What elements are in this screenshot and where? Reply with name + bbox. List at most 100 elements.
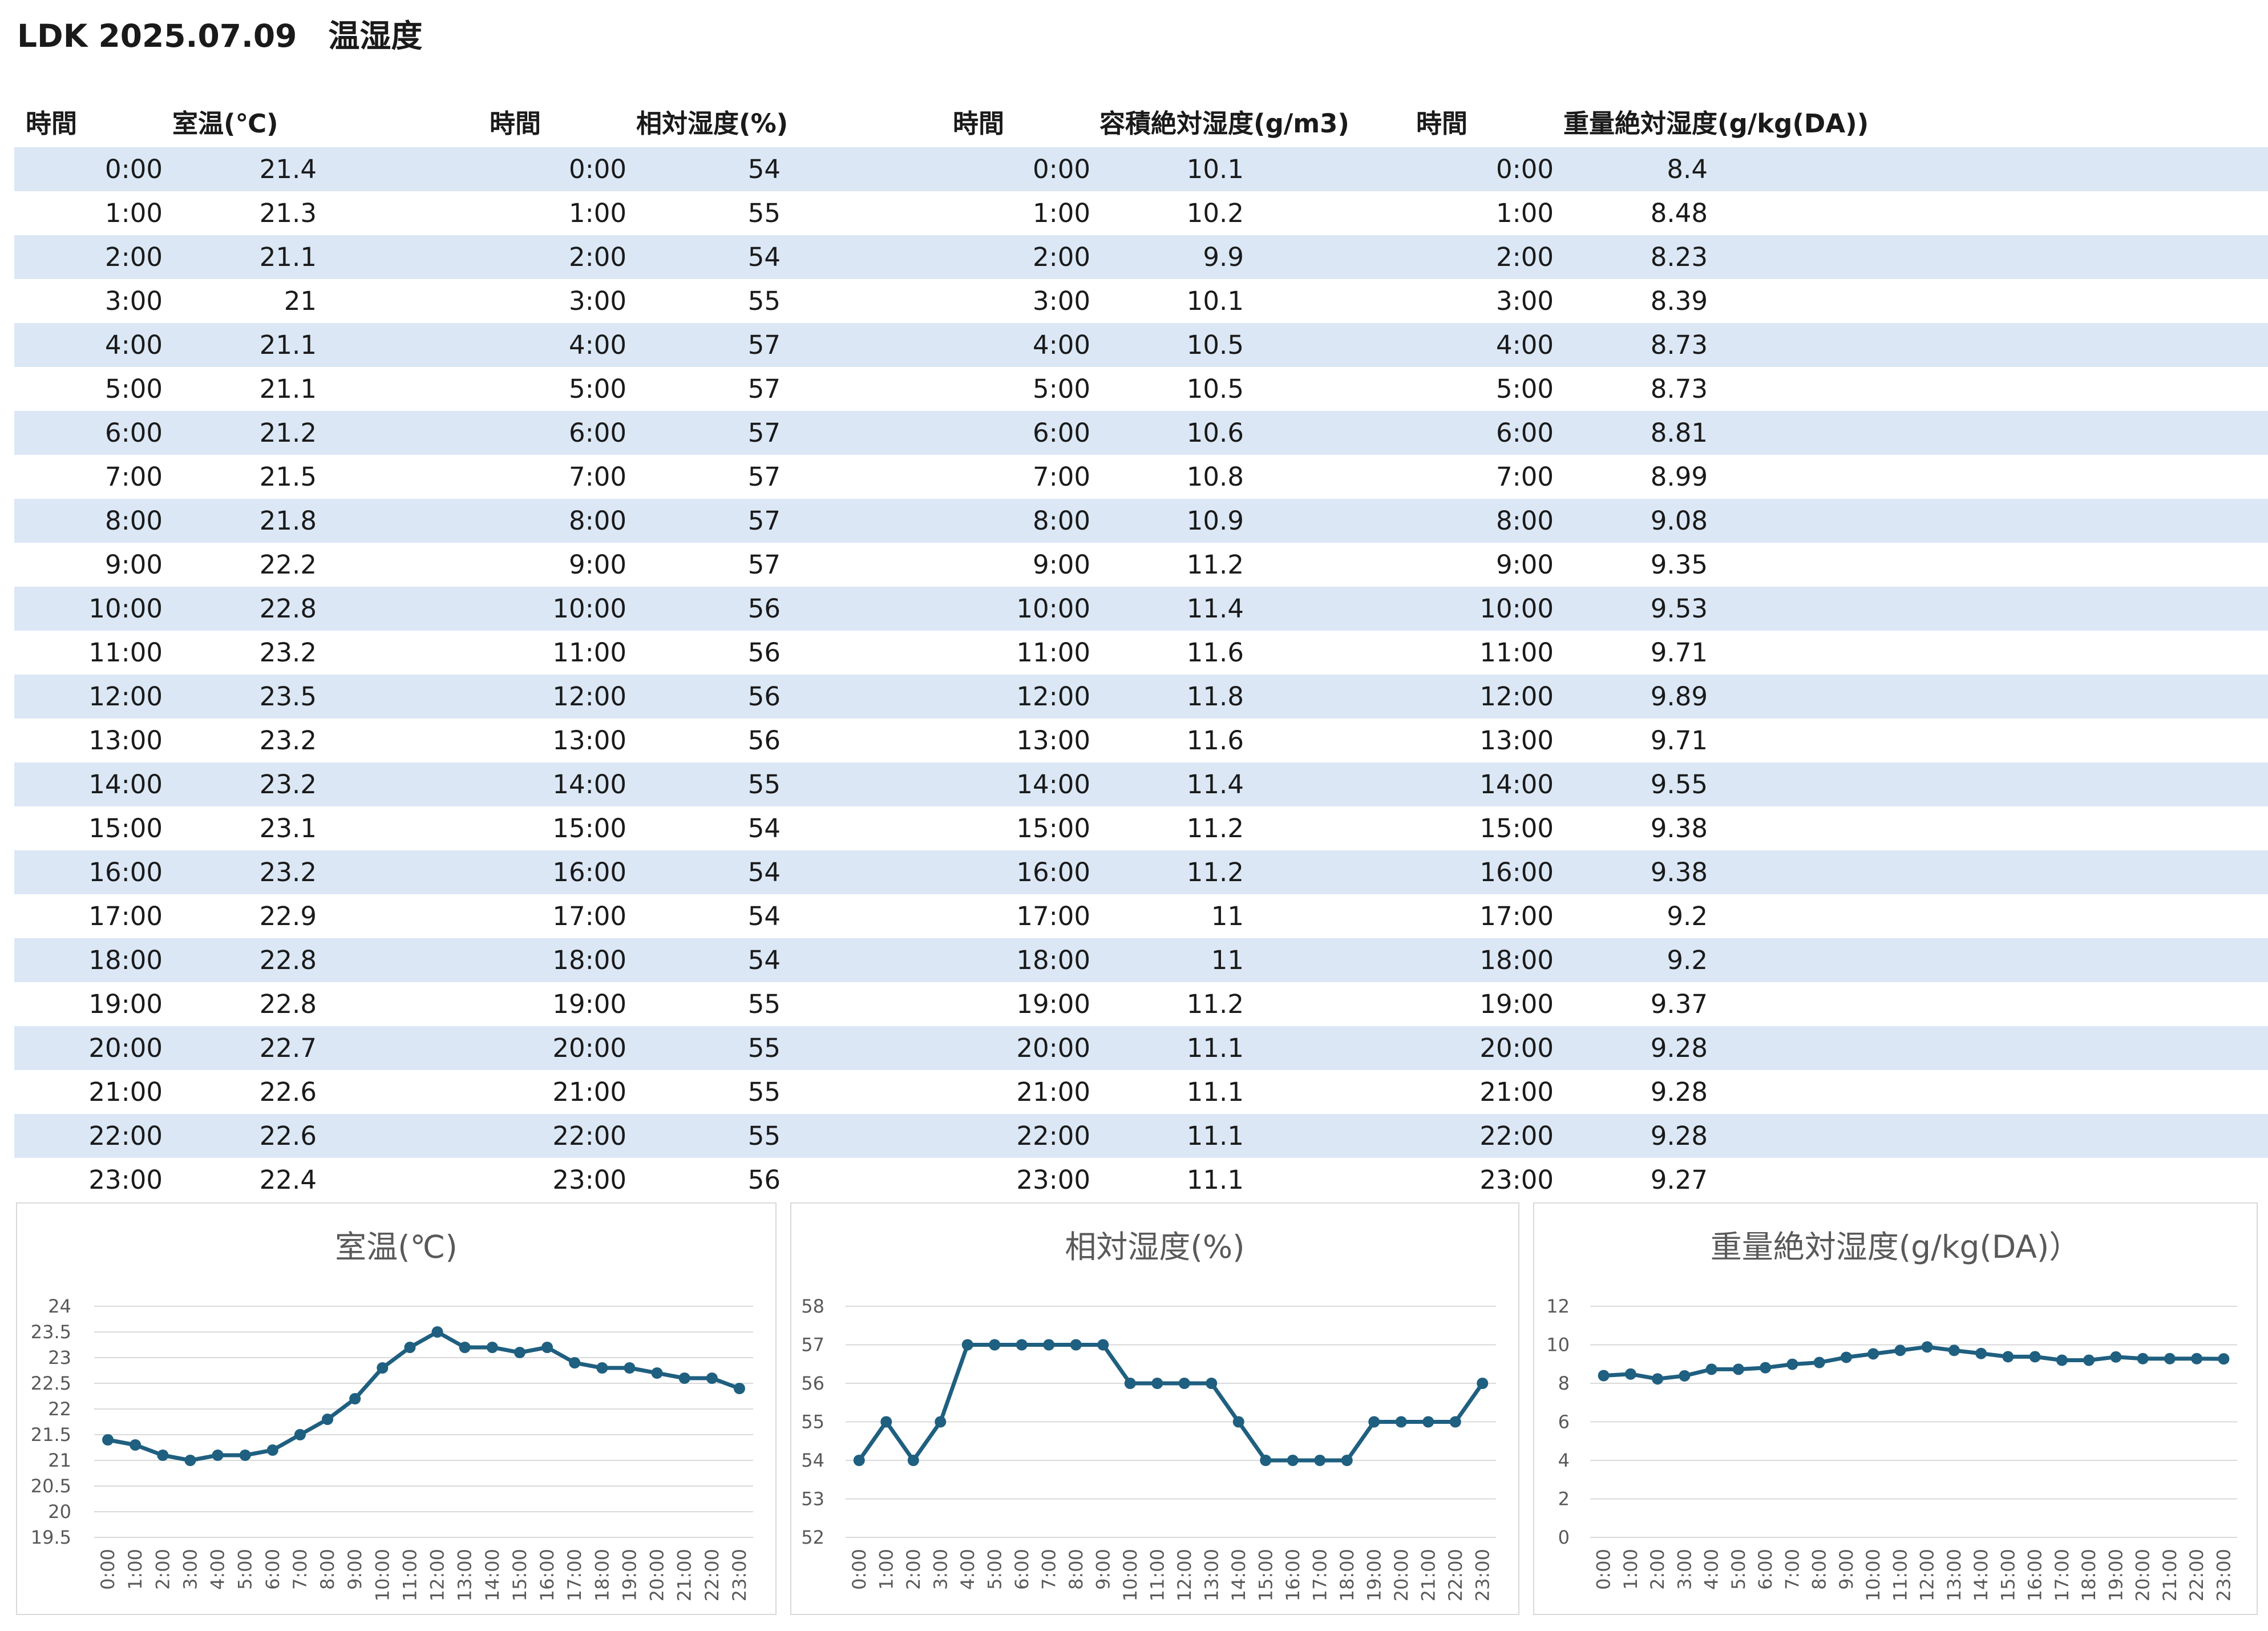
time-cell: 16:00 bbox=[88, 857, 163, 887]
data-point bbox=[266, 1444, 278, 1456]
data-point bbox=[733, 1383, 745, 1394]
time-cell: 2:00 bbox=[1032, 242, 1090, 272]
y-tick-label: 57 bbox=[801, 1334, 824, 1356]
time-cell: 14:00 bbox=[88, 769, 163, 800]
header-weight-absolute-humidity: 重量絶対湿度(g/kg(DA)) bbox=[1563, 108, 1869, 139]
time-cell: 7:00 bbox=[1032, 462, 1090, 492]
time-cell: 16:00 bbox=[552, 857, 626, 887]
value-cell-relative-humidity: 56 bbox=[747, 637, 781, 668]
value-cell-weight-absolute-humidity: 8.99 bbox=[1650, 462, 1708, 492]
data-point bbox=[2110, 1351, 2122, 1363]
y-tick-label: 55 bbox=[801, 1411, 824, 1433]
data-point bbox=[1894, 1345, 1906, 1357]
y-tick-label: 4 bbox=[1558, 1450, 1570, 1471]
value-cell-room-temperature: 23.5 bbox=[259, 681, 317, 712]
time-cell: 2:00 bbox=[1495, 242, 1554, 272]
value-cell-weight-absolute-humidity: 9.55 bbox=[1650, 769, 1708, 800]
y-tick-label: 24 bbox=[48, 1295, 71, 1317]
value-cell-room-temperature: 23.2 bbox=[259, 637, 317, 668]
time-cell: 22:00 bbox=[88, 1121, 163, 1151]
x-tick-label: 1:00 bbox=[124, 1549, 146, 1590]
y-tick-label: 8 bbox=[1558, 1372, 1570, 1394]
time-cell: 0:00 bbox=[104, 154, 163, 184]
table-row bbox=[14, 323, 2268, 367]
x-tick-label: 19:00 bbox=[1363, 1549, 1385, 1601]
value-cell-volume-absolute-humidity: 11.8 bbox=[1186, 681, 1244, 712]
x-tick-label: 3:00 bbox=[1673, 1549, 1695, 1590]
time-cell: 19:00 bbox=[1479, 989, 1554, 1019]
value-cell-volume-absolute-humidity: 10.6 bbox=[1186, 418, 1244, 448]
time-cell: 20:00 bbox=[88, 1033, 163, 1063]
table-row bbox=[14, 1114, 2268, 1158]
time-cell: 9:00 bbox=[1032, 550, 1090, 580]
x-tick-label: 4:00 bbox=[207, 1549, 229, 1590]
x-tick-label: 8:00 bbox=[1065, 1549, 1087, 1590]
time-cell: 12:00 bbox=[552, 681, 626, 712]
data-point bbox=[1206, 1378, 1218, 1389]
time-cell: 10:00 bbox=[552, 594, 626, 624]
x-tick-label: 0:00 bbox=[848, 1549, 870, 1590]
x-tick-label: 21:00 bbox=[674, 1549, 696, 1601]
header-time-weight-absolute-humidity: 時間 bbox=[1416, 108, 1468, 139]
table-row bbox=[14, 850, 2268, 894]
value-cell-volume-absolute-humidity: 9.9 bbox=[1203, 242, 1244, 272]
time-cell: 2:00 bbox=[568, 242, 626, 272]
table-row bbox=[14, 499, 2268, 543]
value-cell-room-temperature: 22.2 bbox=[259, 550, 317, 580]
data-point bbox=[1314, 1455, 1326, 1466]
value-cell-relative-humidity: 57 bbox=[747, 374, 781, 404]
data-point bbox=[624, 1362, 636, 1374]
value-cell-relative-humidity: 55 bbox=[747, 1121, 781, 1151]
data-point bbox=[1732, 1363, 1744, 1375]
table-row bbox=[14, 235, 2268, 279]
x-tick-label: 16:00 bbox=[2024, 1549, 2046, 1601]
x-tick-label: 9:00 bbox=[344, 1549, 366, 1590]
time-cell: 16:00 bbox=[1016, 857, 1090, 887]
x-tick-label: 2:00 bbox=[903, 1549, 924, 1590]
x-tick-label: 13:00 bbox=[1943, 1549, 1965, 1601]
series-line-room-temperature bbox=[107, 1330, 741, 1463]
data-point bbox=[1124, 1378, 1136, 1389]
x-tick-label: 13:00 bbox=[454, 1549, 476, 1601]
time-cell: 17:00 bbox=[1016, 901, 1090, 931]
data-point bbox=[1813, 1357, 1825, 1368]
time-cell: 7:00 bbox=[568, 462, 626, 492]
sheet-title: LDK 2025.07.09 温湿度 bbox=[17, 18, 423, 54]
value-cell-room-temperature: 21.4 bbox=[259, 154, 317, 184]
x-tick-label: 5:00 bbox=[984, 1549, 1005, 1590]
value-cell-weight-absolute-humidity: 8.39 bbox=[1650, 286, 1708, 316]
time-cell: 10:00 bbox=[1479, 594, 1554, 624]
time-cell: 12:00 bbox=[1016, 681, 1090, 712]
value-cell-room-temperature: 23.2 bbox=[259, 769, 317, 800]
data-point bbox=[1422, 1416, 1434, 1428]
value-cell-relative-humidity: 57 bbox=[747, 506, 781, 536]
data-point bbox=[1679, 1370, 1691, 1382]
time-cell: 9:00 bbox=[1495, 550, 1554, 580]
y-tick-label: 10 bbox=[1546, 1334, 1570, 1356]
time-cell: 14:00 bbox=[1016, 769, 1090, 800]
data-point bbox=[989, 1339, 1001, 1351]
value-cell-volume-absolute-humidity: 11.6 bbox=[1186, 637, 1244, 668]
value-cell-room-temperature: 21.5 bbox=[259, 462, 317, 492]
x-tick-label: 8:00 bbox=[1809, 1549, 1830, 1590]
value-cell-weight-absolute-humidity: 9.28 bbox=[1650, 1077, 1708, 1107]
x-tick-label: 15:00 bbox=[1997, 1549, 2019, 1601]
data-point bbox=[1652, 1373, 1664, 1385]
header-volume-absolute-humidity: 容積絶対湿度(g/m3) bbox=[1099, 108, 1349, 139]
value-cell-weight-absolute-humidity: 8.73 bbox=[1650, 374, 1708, 404]
y-tick-label: 53 bbox=[801, 1488, 824, 1510]
time-cell: 9:00 bbox=[104, 550, 163, 580]
chart-svg: 重量絶対湿度(g/kg(DA)） 0 2 4 6 8 10 12 0:00 1:00 2:00 3:0… bbox=[1546, 1229, 2237, 1601]
x-tick-label: 2:00 bbox=[1647, 1549, 1668, 1590]
x-tick-label: 10:00 bbox=[371, 1549, 393, 1601]
value-cell-weight-absolute-humidity: 9.38 bbox=[1650, 813, 1708, 843]
data-point bbox=[1097, 1339, 1109, 1351]
data-point bbox=[907, 1455, 919, 1466]
data-point bbox=[1921, 1341, 1933, 1353]
value-cell-weight-absolute-humidity: 9.28 bbox=[1650, 1121, 1708, 1151]
time-cell: 22:00 bbox=[1479, 1121, 1554, 1151]
time-cell: 6:00 bbox=[568, 418, 626, 448]
table-row bbox=[14, 938, 2268, 982]
time-cell: 17:00 bbox=[1479, 901, 1554, 931]
x-tick-label: 1:00 bbox=[875, 1549, 897, 1590]
